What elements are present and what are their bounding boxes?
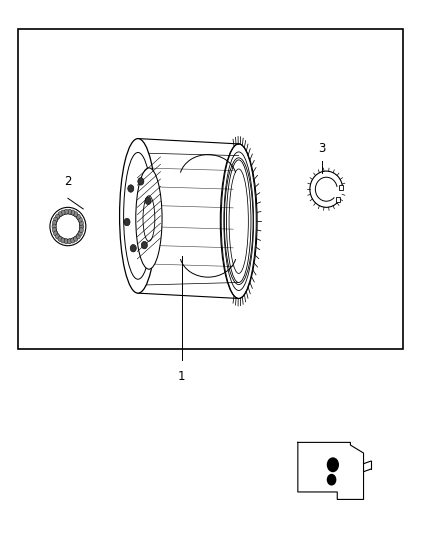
Circle shape — [53, 231, 58, 236]
Circle shape — [130, 245, 136, 252]
Circle shape — [61, 238, 65, 243]
Circle shape — [74, 236, 78, 241]
Ellipse shape — [220, 144, 257, 298]
Circle shape — [141, 241, 148, 249]
Circle shape — [327, 474, 336, 486]
Circle shape — [64, 209, 68, 214]
Circle shape — [78, 231, 82, 236]
Circle shape — [52, 224, 56, 229]
Circle shape — [79, 220, 83, 225]
Bar — [18, 29, 403, 349]
Circle shape — [58, 236, 62, 241]
Circle shape — [58, 212, 62, 217]
Ellipse shape — [56, 214, 80, 239]
Circle shape — [138, 177, 144, 185]
Ellipse shape — [310, 171, 343, 207]
Bar — [336, 197, 340, 201]
Ellipse shape — [120, 139, 156, 293]
Circle shape — [61, 210, 65, 215]
Ellipse shape — [315, 177, 337, 201]
Ellipse shape — [224, 158, 253, 285]
Text: 2: 2 — [64, 175, 72, 188]
Circle shape — [145, 197, 151, 205]
Circle shape — [76, 214, 80, 219]
Text: 3: 3 — [318, 142, 325, 155]
Polygon shape — [138, 139, 239, 298]
Circle shape — [53, 220, 57, 225]
Circle shape — [76, 234, 80, 239]
Text: 1: 1 — [178, 370, 186, 383]
Circle shape — [327, 457, 339, 472]
Circle shape — [71, 238, 75, 243]
Ellipse shape — [124, 152, 152, 279]
Circle shape — [64, 239, 68, 244]
Circle shape — [67, 209, 72, 214]
Circle shape — [80, 224, 84, 229]
Ellipse shape — [50, 207, 86, 246]
Circle shape — [53, 217, 58, 222]
Circle shape — [78, 217, 82, 222]
Bar — [339, 185, 343, 190]
Circle shape — [79, 228, 83, 233]
Circle shape — [74, 212, 78, 217]
Circle shape — [71, 210, 75, 215]
Circle shape — [53, 228, 57, 233]
Circle shape — [67, 239, 72, 244]
Circle shape — [124, 219, 130, 226]
Circle shape — [128, 185, 134, 192]
Circle shape — [56, 234, 60, 239]
Circle shape — [56, 214, 60, 219]
Ellipse shape — [136, 168, 162, 269]
Ellipse shape — [143, 196, 155, 241]
